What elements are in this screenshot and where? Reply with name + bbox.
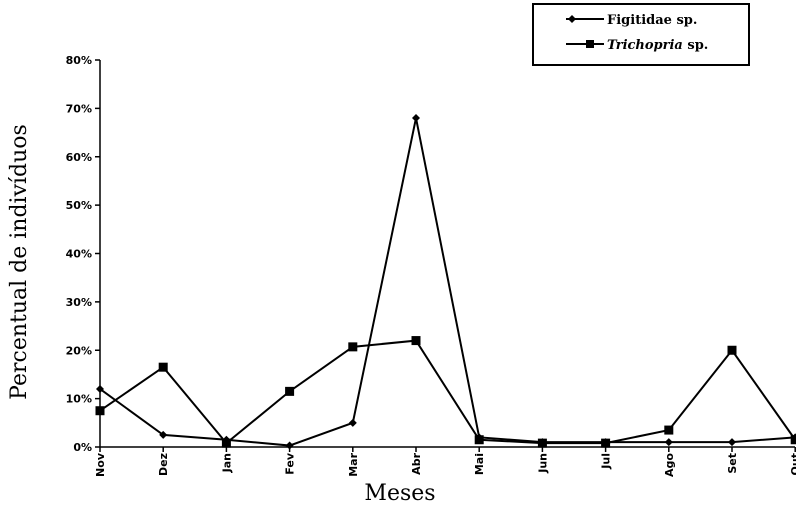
y-axis-ticks: 0% 10% 20% 30% 40% 50% 60% 70% 80% bbox=[66, 54, 100, 454]
x-tick-label: Dez bbox=[157, 453, 170, 476]
series-line-figitidae bbox=[99, 117, 796, 447]
y-tick-label: 30% bbox=[66, 296, 92, 309]
y-tick-label: 20% bbox=[66, 344, 92, 357]
data-point-trichopria bbox=[221, 438, 231, 448]
data-point-trichopria bbox=[474, 435, 484, 445]
y-tick-label: 50% bbox=[66, 199, 92, 212]
legend: Figitidae sp. Trichopria sp. bbox=[532, 3, 750, 66]
data-point-trichopria bbox=[727, 345, 737, 355]
y-tick-label: 40% bbox=[66, 248, 92, 261]
series-line-trichopria bbox=[99, 339, 796, 445]
data-point-figitidae bbox=[728, 438, 736, 447]
data-point-trichopria bbox=[348, 342, 358, 352]
legend-marker-square bbox=[586, 40, 594, 48]
data-point-figitidae bbox=[412, 114, 420, 123]
data-point-trichopria bbox=[158, 362, 168, 372]
x-tick-label: Jul bbox=[600, 453, 613, 470]
x-tick-label: Fev bbox=[284, 452, 297, 475]
x-tick-label: Jun bbox=[536, 453, 549, 474]
x-tick-label: Abr bbox=[410, 452, 423, 474]
data-point-trichopria bbox=[285, 386, 295, 396]
y-tick-label: 70% bbox=[66, 102, 92, 115]
data-point-trichopria bbox=[664, 425, 674, 435]
legend-label-trichopria-suffix: sp. bbox=[683, 38, 708, 53]
y-tick-label: 60% bbox=[66, 151, 92, 164]
x-axis-ticks: Nov Dez Jan Fev Mar Abr Mai Jun Jul Ago Set Out bbox=[94, 447, 796, 477]
series-layer bbox=[95, 114, 796, 450]
data-point-figitidae bbox=[285, 441, 294, 450]
y-tick-label: 10% bbox=[66, 393, 92, 406]
x-tick-label: Mai bbox=[473, 453, 486, 475]
legend-box bbox=[532, 3, 750, 66]
legend-marker-diamond bbox=[568, 15, 576, 23]
data-point-trichopria bbox=[790, 435, 796, 445]
data-point-figitidae bbox=[664, 438, 673, 447]
x-tick-label: Nov bbox=[94, 452, 107, 477]
data-point-figitidae bbox=[159, 430, 168, 439]
x-tick-label: Ago bbox=[663, 453, 676, 477]
data-point-trichopria bbox=[601, 438, 611, 448]
y-axis-title: Percentual de indivíduos bbox=[7, 124, 32, 400]
y-tick-label: 80% bbox=[66, 54, 92, 67]
y-tick-label: 0% bbox=[73, 441, 92, 454]
data-point-figitidae bbox=[348, 418, 357, 427]
legend-label-trichopria-genus: Trichopria bbox=[607, 38, 683, 53]
x-axis-title: Meses bbox=[364, 481, 435, 506]
legend-label-trichopria: Trichopria sp. bbox=[607, 38, 708, 53]
legend-label-figitidae: Figitidae sp. bbox=[607, 13, 697, 28]
data-point-figitidae bbox=[96, 384, 104, 393]
data-point-trichopria bbox=[537, 438, 547, 448]
x-tick-label: Set bbox=[726, 453, 739, 474]
x-tick-label: Jan bbox=[220, 453, 233, 473]
data-point-trichopria bbox=[411, 336, 421, 346]
data-point-trichopria bbox=[95, 406, 105, 416]
x-tick-label: Mar bbox=[347, 452, 360, 476]
x-tick-label: Out bbox=[789, 453, 796, 475]
